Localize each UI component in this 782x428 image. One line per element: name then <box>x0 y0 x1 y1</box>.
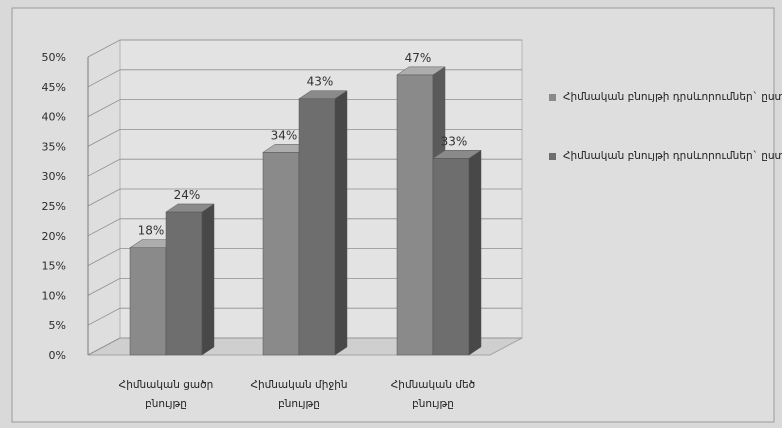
y-tick-label: 0% <box>49 349 66 362</box>
gridline <box>87 158 522 177</box>
data-label: 18% <box>138 224 165 238</box>
y-tick-label: 20% <box>42 230 66 243</box>
gridline <box>87 277 522 296</box>
bar <box>432 158 470 356</box>
y-tick-label: 10% <box>42 289 66 302</box>
gridline <box>87 248 522 266</box>
legend-swatch-1 <box>549 94 556 101</box>
data-label: 24% <box>174 188 201 202</box>
bar-top <box>165 203 215 213</box>
bar-top <box>298 90 348 99</box>
gridline <box>87 128 522 147</box>
legend-label-1: Հիմնական բնույթի դրսևորումներ` ըստ վարքի <box>563 91 782 103</box>
category-label: Հիմնական միջին բնույթը <box>250 379 347 410</box>
gridline <box>87 99 522 117</box>
category-label: Հիմնական ցածր բնույթը <box>119 379 214 410</box>
gridline <box>87 218 522 237</box>
bars <box>129 66 482 356</box>
category-label: Հիմնական մեծ բնույթը <box>391 379 475 410</box>
legend: Հիմնական բնույթի դրսևորումներ` ըստ վարքի… <box>549 91 782 162</box>
gridline <box>87 39 522 58</box>
bar-top <box>432 150 482 159</box>
gridline <box>87 188 522 207</box>
bar <box>396 74 434 356</box>
x-axis: Հիմնական ցածր բնույթը Հիմնական միջին բնույթ… <box>119 379 476 410</box>
y-tick-label: 25% <box>42 200 66 213</box>
bar-top <box>396 66 446 76</box>
gridline <box>87 307 522 326</box>
y-tick-label: 30% <box>42 170 66 183</box>
data-label: 47% <box>405 51 432 65</box>
y-tick-label: 15% <box>42 260 66 273</box>
y-tick-label: 40% <box>42 111 66 124</box>
bar <box>262 152 300 356</box>
gridline <box>87 69 522 88</box>
y-tick-label: 50% <box>42 51 66 64</box>
data-labels: 18% 24% 34% 43% 47% 33% <box>138 51 468 238</box>
bar <box>129 247 167 356</box>
data-label: 43% <box>307 75 334 89</box>
bar-side <box>468 149 482 356</box>
data-label: 34% <box>271 128 298 142</box>
bar <box>165 211 203 356</box>
bar-side <box>334 90 348 356</box>
bar <box>298 98 336 356</box>
y-tick-label: 45% <box>42 81 66 94</box>
y-axis: 0% 5% 10% 15% 20% 25% 30% 35% 40% 45% 50% <box>42 51 89 362</box>
y-tick-label: 5% <box>49 319 66 332</box>
gridline <box>87 337 522 356</box>
legend-swatch-2 <box>549 153 556 160</box>
data-label: 33% <box>441 134 468 148</box>
legend-label-2: Հիմնական բնույթի դրսևորումներ` ըստ նախապ… <box>563 150 782 162</box>
y-tick-label: 35% <box>42 140 66 153</box>
bar-side <box>201 203 215 356</box>
